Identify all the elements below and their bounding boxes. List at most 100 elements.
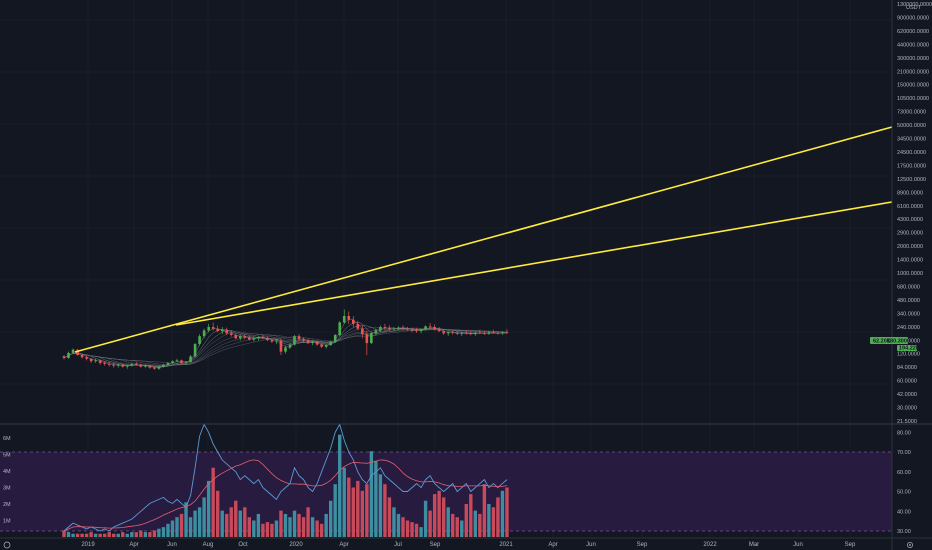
time-tick-label: Sep (845, 542, 856, 548)
candle-body (397, 327, 400, 329)
candle-body (67, 352, 70, 358)
volume-bar (347, 477, 351, 537)
volume-bar (315, 520, 319, 537)
candle-body (166, 362, 170, 365)
volume-bar (455, 517, 459, 537)
oscillator-tick-label: 70.00 (897, 450, 911, 456)
candle-body (94, 360, 97, 362)
candle-body (121, 364, 125, 367)
candle-body (392, 328, 396, 330)
volume-tick-label: 4M (3, 469, 11, 475)
volume-bar (392, 507, 396, 537)
price-tick-label: 8900.0000 (897, 190, 923, 196)
price-badge-label: 62.20K (873, 339, 891, 345)
candle-body (184, 362, 188, 363)
volume-bar (139, 530, 143, 537)
candle-body (428, 326, 432, 328)
price-tick-label: 21.5000 (897, 419, 917, 425)
volume-bar (351, 487, 355, 537)
price-badge-value: 180.3000 (887, 339, 910, 345)
candle-body (198, 336, 201, 345)
volume-bar (469, 494, 473, 537)
volume-bar (62, 530, 66, 537)
volume-bar (130, 532, 134, 537)
price-tick-label: 620000.0000 (897, 29, 929, 35)
price-axis[interactable]: USDT 1300000.0000 900000.0000 620000.0000 4… (897, 2, 932, 425)
candle-body (356, 323, 360, 329)
rsi-band (0, 452, 892, 531)
candle-body (248, 337, 251, 340)
volume-bars (62, 434, 509, 537)
oscillator-axis[interactable]: 80.00 70.00 60.00 50.00 40.00 30.00 (897, 430, 911, 535)
candle-body (62, 356, 66, 358)
candle-body (419, 329, 423, 332)
candle-body (487, 332, 491, 334)
volume-bar (356, 480, 360, 537)
settings-icon[interactable] (907, 542, 913, 548)
time-axis[interactable]: 2019 Apr Jun Aug Oct 2020 Apr Jul Sep 2021 Apr Jun S… (81, 542, 856, 548)
timezone-icon[interactable] (3, 541, 11, 549)
time-tick-label: Apr (548, 542, 557, 548)
time-tick-label: Aug (203, 542, 214, 548)
candle-body (446, 332, 450, 334)
candle-body (469, 333, 473, 335)
volume-bar (496, 497, 500, 537)
volume-bar (184, 502, 188, 537)
volume-bar (478, 513, 482, 537)
volume-tick-label: 5M (3, 453, 11, 459)
volume-bar (71, 533, 75, 537)
time-tick-label: Sep (430, 542, 441, 548)
price-tick-label: 210000.0000 (897, 69, 929, 75)
price-badge-volume-value: 194.22K (899, 346, 920, 352)
candle-body (225, 329, 229, 334)
price-tick-label: 73000.0000 (897, 110, 926, 116)
candle-body (284, 347, 287, 352)
price-tick-label: 1400.0000 (897, 258, 923, 264)
candle-body (116, 364, 120, 366)
candle-body (415, 330, 418, 332)
volume-bar (437, 490, 441, 537)
volume-bar (505, 487, 509, 537)
volume-bar (206, 480, 211, 537)
volume-bar (297, 513, 301, 537)
candle-body (460, 332, 464, 334)
moving-average-line (63, 327, 508, 365)
candle-body (433, 327, 436, 330)
candle-body (243, 336, 247, 338)
candle-body (171, 361, 174, 363)
volume-bar (215, 490, 220, 537)
price-tick-label: 24500.0000 (897, 150, 926, 156)
price-badge-last: 62.20K 180.3000 (870, 337, 910, 345)
candle-body (257, 337, 260, 339)
volume-bar (328, 500, 333, 537)
volume-bar (166, 523, 170, 537)
candle-body (478, 332, 482, 334)
volume-bar (229, 507, 233, 537)
candle-body (370, 332, 373, 344)
candle-body (483, 332, 486, 334)
volume-bar (491, 507, 496, 537)
volume-bar (292, 510, 297, 537)
time-tick-label: 2022 (703, 542, 717, 548)
volume-bar (324, 513, 328, 537)
price-tick-label: 12500.0000 (897, 177, 926, 183)
candle-body (293, 336, 296, 345)
volume-bar (279, 510, 283, 537)
candle-body (374, 330, 378, 333)
time-tick-label: Apr (339, 542, 348, 548)
candle-body (351, 319, 355, 324)
candle-body (388, 327, 391, 330)
price-tick-label: 340.0000 (897, 311, 920, 317)
volume-bar (473, 510, 478, 537)
volume-bar (243, 507, 247, 537)
price-tick-label: 480.0000 (897, 298, 920, 304)
price-tick-label: 1000.0000 (897, 271, 923, 277)
candle-body (175, 360, 179, 362)
price-tick-label: 105000.0000 (897, 96, 929, 102)
volume-bar (125, 533, 129, 537)
moving-average-line (63, 327, 508, 366)
candle-body (103, 362, 106, 364)
moving-average-line (63, 327, 507, 367)
volume-bar (396, 513, 401, 537)
